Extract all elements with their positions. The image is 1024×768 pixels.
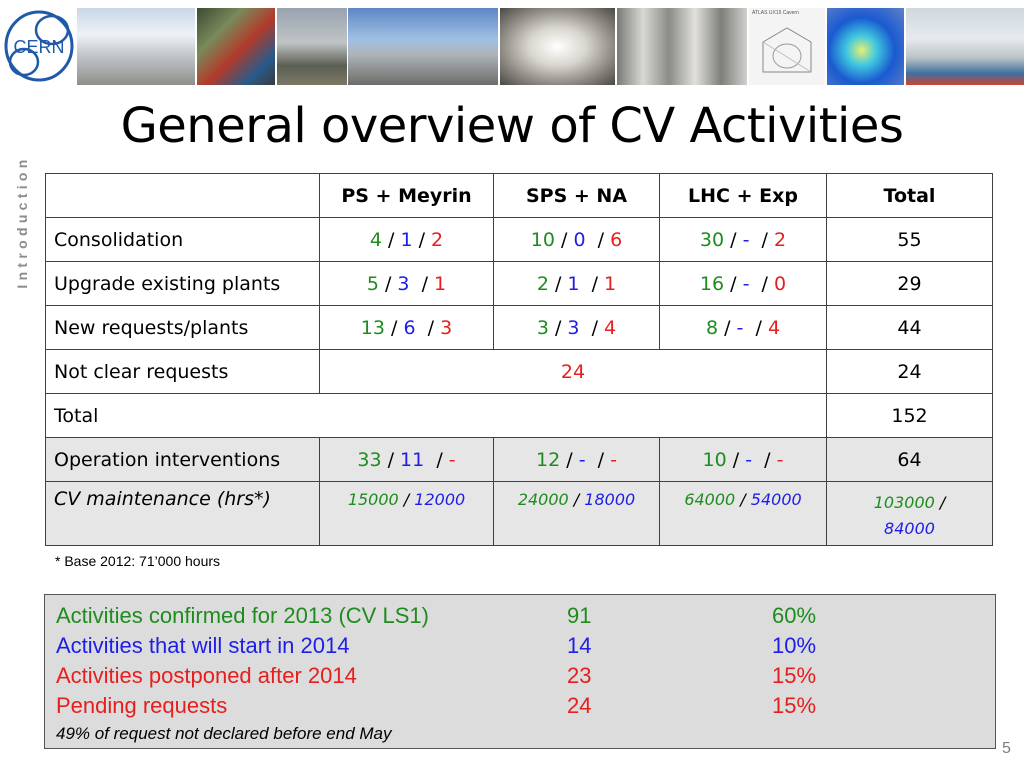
rooftop-units-photo	[348, 8, 498, 85]
summary-count: 23	[567, 663, 592, 688]
header-empty	[45, 173, 320, 218]
row-label: Not clear requests	[45, 349, 320, 394]
table-row: Operation interventions 33 / 11 / - 12 /…	[45, 437, 993, 482]
plant-room-photo	[906, 8, 1024, 85]
summary-text: Activities that will start in 2014	[56, 633, 350, 658]
summary-percent: 15%	[772, 693, 817, 718]
merged-cell: 24	[319, 349, 827, 394]
lhc-cell: 16 / - / 0	[659, 261, 827, 306]
total-cell: 103000 /84000	[826, 481, 993, 546]
cern-logo: CERN	[0, 0, 77, 88]
row-label: CV maintenance (hrs*)	[45, 481, 320, 546]
cern-logo-text: CERN	[13, 37, 64, 57]
lhc-cell: 30 / - / 2	[659, 217, 827, 262]
tunnel-duct-photo	[500, 8, 615, 85]
ps-cell: 5 / 3 / 1	[319, 261, 494, 306]
table-row: Total 152	[45, 393, 993, 438]
row-label: Consolidation	[45, 217, 320, 262]
total-cell: 152	[826, 393, 993, 438]
lhc-cell: 64000 / 54000	[659, 481, 827, 546]
lhc-cell: 10 / - / -	[659, 437, 827, 482]
lhc-cell: 8 / - / 4	[659, 305, 827, 350]
table-row: CV maintenance (hrs*) 15000 / 12000 2400…	[45, 481, 993, 546]
row-label: Total	[45, 393, 827, 438]
sps-cell: 3 / 3 / 4	[493, 305, 660, 350]
header-total: Total	[826, 173, 993, 218]
header-ps-meyrin: PS + Meyrin	[319, 173, 494, 218]
cavern-caption: ATLAS UX15 Cavern	[752, 10, 799, 16]
summary-text: Activities postponed after 2014	[56, 663, 357, 688]
table-row: Upgrade existing plants 5 / 3 / 1 2 / 1 …	[45, 261, 993, 306]
activities-table: PS + Meyrin SPS + NA LHC + Exp Total Con…	[45, 173, 993, 546]
summary-percent: 60%	[772, 603, 817, 628]
cern-logo-icon: CERN	[4, 10, 74, 82]
row-label: New requests/plants	[45, 305, 320, 350]
summary-percent: 15%	[772, 663, 817, 688]
total-cell: 55	[826, 217, 993, 262]
ps-cell: 13 / 6 / 3	[319, 305, 494, 350]
row-label: Operation interventions	[45, 437, 320, 482]
total-cell: 29	[826, 261, 993, 306]
table-row: Consolidation 4 / 1 / 2 10 / 0 / 6 30 / …	[45, 217, 993, 262]
summary-box: Activities confirmed for 2013 (CV LS1) 9…	[44, 594, 996, 749]
pump-station-photo	[197, 8, 275, 85]
summary-text: Activities confirmed for 2013 (CV LS1)	[56, 603, 429, 628]
header-sps-na: SPS + NA	[493, 173, 660, 218]
ps-cell: 15000 / 12000	[319, 481, 494, 546]
summary-count: 91	[567, 603, 592, 628]
summary-count: 24	[567, 693, 592, 718]
header-banner: CERN ATLAS UX15 Cavern	[0, 0, 1024, 88]
summary-note: 49% of request not declared before end M…	[56, 724, 392, 743]
sps-cell: 24000 / 18000	[493, 481, 660, 546]
summary-percent: 10%	[772, 633, 817, 658]
summary-text: Pending requests	[56, 693, 228, 718]
cavern-outline-icon	[762, 27, 812, 73]
table-row: Not clear requests 24 24	[45, 349, 993, 394]
simulation-heatmap-photo	[827, 8, 904, 85]
table-footnote: * Base 2012: 71’000 hours	[55, 553, 221, 569]
sps-cell: 10 / 0 / 6	[493, 217, 660, 262]
sps-cell: 12 / - / -	[493, 437, 660, 482]
tanks-photo	[617, 8, 747, 85]
summary-count: 14	[567, 633, 592, 658]
table-header-row: PS + Meyrin SPS + NA LHC + Exp Total	[45, 173, 993, 218]
slide-title: General overview of CV Activities	[120, 98, 904, 154]
total-cell: 24	[826, 349, 993, 394]
pipeline-photo	[277, 8, 347, 85]
cavern-diagram-photo: ATLAS UX15 Cavern	[749, 8, 825, 85]
header-lhc-exp: LHC + Exp	[659, 173, 827, 218]
sps-cell: 2 / 1 / 1	[493, 261, 660, 306]
table-row: New requests/plants 13 / 6 / 3 3 / 3 / 4…	[45, 305, 993, 350]
cooling-towers-photo	[77, 8, 195, 85]
total-cell: 64	[826, 437, 993, 482]
ps-cell: 33 / 11 / -	[319, 437, 494, 482]
page-number: 5	[1002, 740, 1011, 757]
ps-cell: 4 / 1 / 2	[319, 217, 494, 262]
row-label: Upgrade existing plants	[45, 261, 320, 306]
total-cell: 44	[826, 305, 993, 350]
